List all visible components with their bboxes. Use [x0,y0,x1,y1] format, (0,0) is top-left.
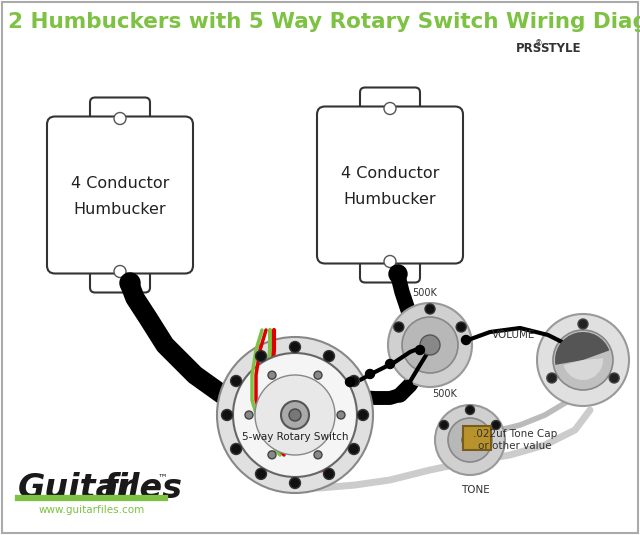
FancyBboxPatch shape [90,97,150,140]
Circle shape [440,421,449,430]
Text: STYLE: STYLE [540,42,580,55]
Text: VOLUME: VOLUME [492,330,536,340]
Circle shape [233,353,357,477]
Circle shape [461,335,470,345]
Circle shape [337,411,345,419]
Text: .022uf Tone Cap
or other value: .022uf Tone Cap or other value [473,429,557,451]
Circle shape [314,451,322,459]
Circle shape [314,371,322,379]
Circle shape [553,330,613,390]
Circle shape [120,273,140,293]
Circle shape [348,444,360,455]
Circle shape [323,350,335,362]
Circle shape [403,380,413,389]
Text: Humbucker: Humbucker [344,192,436,207]
Circle shape [384,256,396,268]
FancyBboxPatch shape [360,88,420,129]
Circle shape [268,451,276,459]
Circle shape [221,409,232,421]
Text: 5-way Rotary Switch: 5-way Rotary Switch [242,432,348,442]
Text: 4 Conductor: 4 Conductor [341,165,439,180]
Circle shape [289,478,301,488]
Text: 500K: 500K [433,389,458,399]
Circle shape [384,103,396,114]
Circle shape [425,304,435,314]
Circle shape [245,411,253,419]
Circle shape [289,409,301,421]
Circle shape [323,468,335,479]
Circle shape [289,341,301,353]
Text: 500K: 500K [413,288,437,298]
Circle shape [365,370,374,378]
Circle shape [268,371,276,379]
Circle shape [402,317,458,373]
Circle shape [281,401,309,429]
Text: files: files [102,471,182,505]
Circle shape [448,418,492,462]
Circle shape [385,360,394,369]
Text: Humbucker: Humbucker [74,202,166,217]
FancyBboxPatch shape [90,250,150,293]
Wedge shape [555,332,609,365]
Circle shape [348,376,360,386]
Circle shape [462,432,478,448]
Circle shape [578,319,588,329]
Circle shape [389,265,407,283]
Circle shape [358,409,369,421]
Circle shape [435,405,505,475]
Wedge shape [564,358,603,380]
Circle shape [390,391,399,400]
FancyBboxPatch shape [317,106,463,264]
Circle shape [346,378,355,386]
Circle shape [547,373,557,383]
Circle shape [456,322,466,332]
Text: 4 Conductor: 4 Conductor [71,175,169,190]
Circle shape [255,468,266,479]
Circle shape [114,265,126,278]
Circle shape [388,303,472,387]
Circle shape [255,375,335,455]
Circle shape [420,335,440,355]
Circle shape [537,314,629,406]
Circle shape [230,376,242,386]
Circle shape [492,421,500,430]
FancyBboxPatch shape [47,117,193,273]
Text: Guitar: Guitar [18,471,136,505]
Text: 2 Humbuckers with 5 Way Rotary Switch Wiring Diagram: 2 Humbuckers with 5 Way Rotary Switch Wi… [8,12,640,32]
Circle shape [114,112,126,125]
Circle shape [230,444,242,455]
Bar [463,426,491,450]
Circle shape [415,346,424,355]
Text: PRS: PRS [516,42,542,55]
Circle shape [255,350,266,362]
Text: www.guitarfiles.com: www.guitarfiles.com [39,505,145,515]
Text: ®: ® [535,40,543,49]
FancyBboxPatch shape [360,241,420,282]
Circle shape [465,406,474,415]
Text: ™: ™ [158,472,168,482]
Circle shape [217,337,373,493]
Text: TONE: TONE [461,485,490,495]
Circle shape [394,322,404,332]
Circle shape [609,373,619,383]
